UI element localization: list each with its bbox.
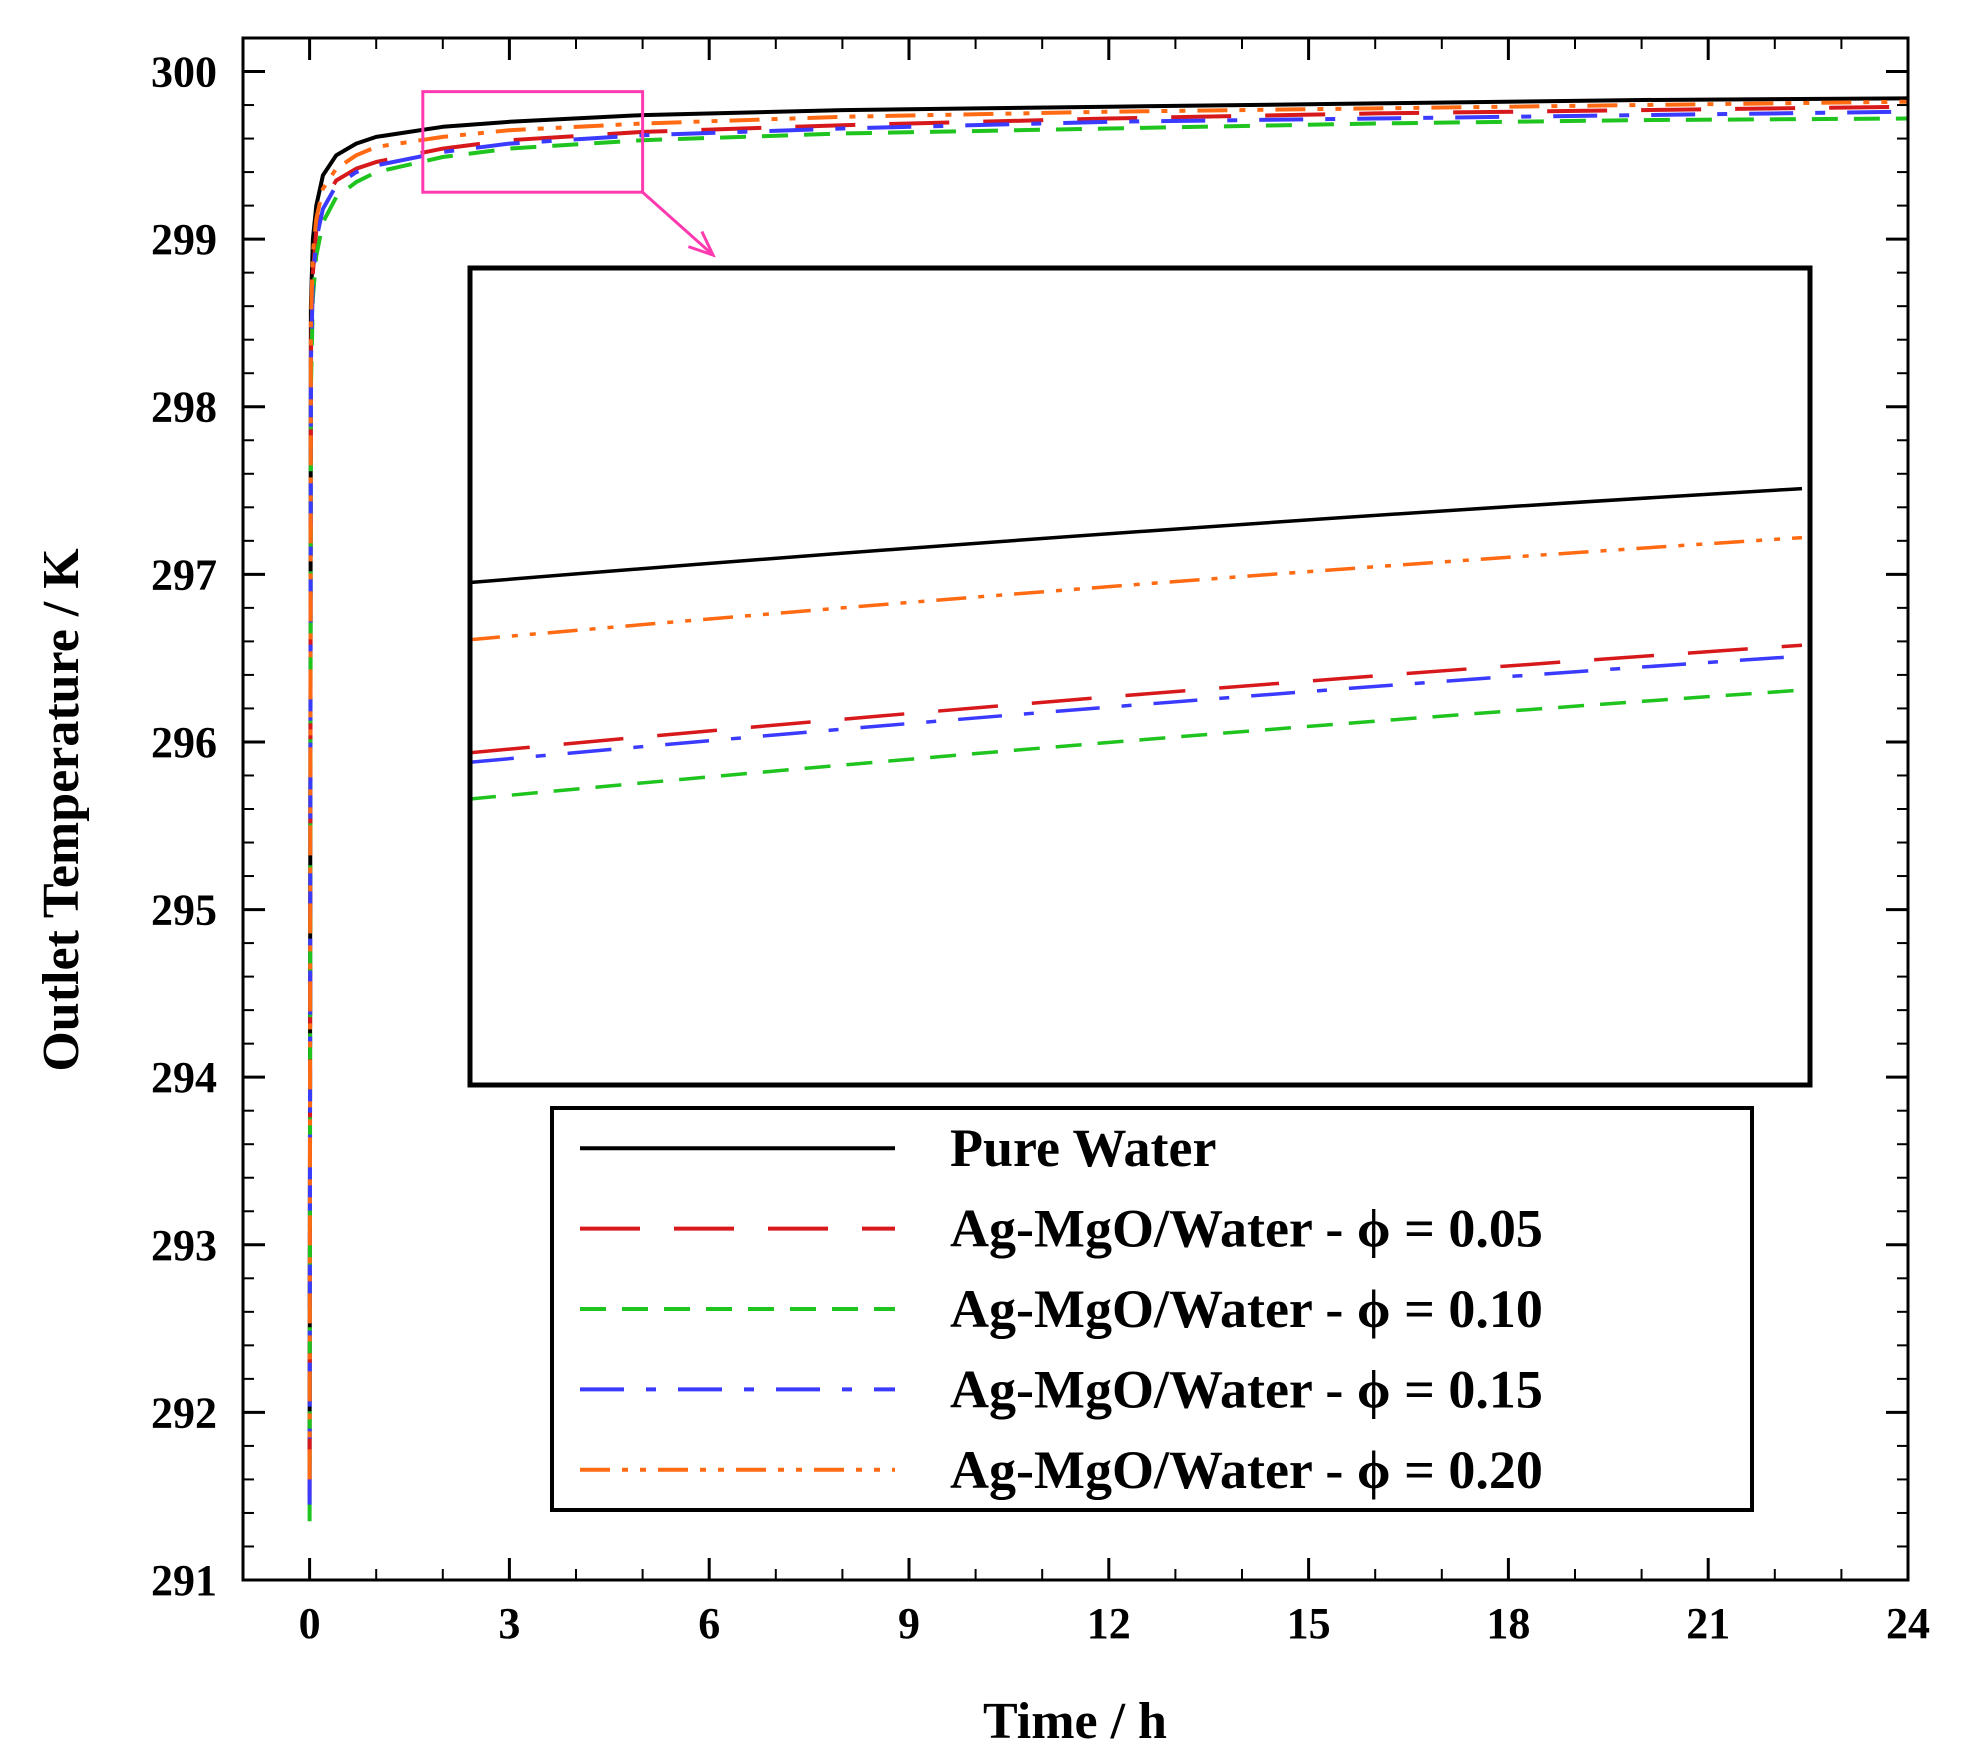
x-tick-label: 15 <box>1287 1599 1331 1648</box>
zoom-indicator <box>421 90 716 258</box>
inset-plot <box>467 265 1813 1088</box>
x-tick-label: 6 <box>698 1599 720 1648</box>
series-line-ag-mgo-water-0-15 <box>307 109 1909 1505</box>
axes: 0 3 6 9 12 15 18 21 24 291 292 293 294 295 296 297 298 29… <box>151 36 1930 1648</box>
inset-line-ag-mgo-water-0-15 <box>470 654 1803 765</box>
y-tick-label: 291 <box>151 1556 217 1605</box>
x-tick-label: 12 <box>1087 1599 1131 1648</box>
legend-label-pure-water: Pure Water <box>950 1118 1216 1178</box>
legend-label-ag-mgo-water-0-20: Ag-MgO/Water - ϕ = 0.20 <box>950 1440 1543 1500</box>
inset-line-ag-mgo-water-0-05 <box>470 643 1803 755</box>
legend-label-ag-mgo-water-0-05: Ag-MgO/Water - ϕ = 0.05 <box>950 1199 1543 1259</box>
y-tick-label: 297 <box>151 550 217 599</box>
series-line-ag-mgo-water-0-05 <box>307 104 1909 1497</box>
y-tick-label: 298 <box>151 383 217 432</box>
y-tick-label: 300 <box>151 48 217 97</box>
main-curves <box>307 96 1909 1522</box>
y-tick-label: 293 <box>151 1221 217 1270</box>
x-axis-title: Time / h <box>983 1693 1167 1750</box>
series-line-ag-mgo-water-0-20 <box>307 99 1909 1480</box>
x-tick-label: 9 <box>898 1599 920 1648</box>
zoom-rectangle <box>421 90 645 194</box>
zoom-arrow-head <box>687 230 716 258</box>
x-tick-label: 3 <box>498 1599 520 1648</box>
inset-line-ag-mgo-water-0-10 <box>470 688 1803 801</box>
legend-label-ag-mgo-water-0-10: Ag-MgO/Water - ϕ = 0.10 <box>950 1279 1543 1339</box>
x-tick-label: 18 <box>1486 1599 1530 1648</box>
y-tick-label: 296 <box>151 718 217 767</box>
inset-line-ag-mgo-water-0-20 <box>470 535 1803 642</box>
series-line-ag-mgo-water-0-10 <box>307 116 1909 1522</box>
x-tick-label: 24 <box>1886 1599 1930 1648</box>
inset-curves <box>470 486 1803 801</box>
x-tick-label: 0 <box>299 1599 321 1648</box>
legend-label-ag-mgo-water-0-15: Ag-MgO/Water - ϕ = 0.15 <box>950 1359 1543 1419</box>
y-axis-title: Outlet Temperature / K <box>33 548 90 1072</box>
legend: Pure Water Ag-MgO/Water - ϕ = 0.05 Ag-MgO/… <box>550 1106 1754 1512</box>
inset-background <box>470 268 1810 1085</box>
y-tick-label: 294 <box>151 1053 217 1102</box>
inset-line-pure-water <box>470 486 1803 585</box>
y-tick-label: 292 <box>151 1388 217 1437</box>
inset-frame <box>467 265 1813 1088</box>
y-tick-label: 295 <box>151 886 217 935</box>
y-tick-label: 299 <box>151 215 217 264</box>
zoom-arrow <box>641 191 714 257</box>
x-tick-label: 21 <box>1686 1599 1730 1648</box>
